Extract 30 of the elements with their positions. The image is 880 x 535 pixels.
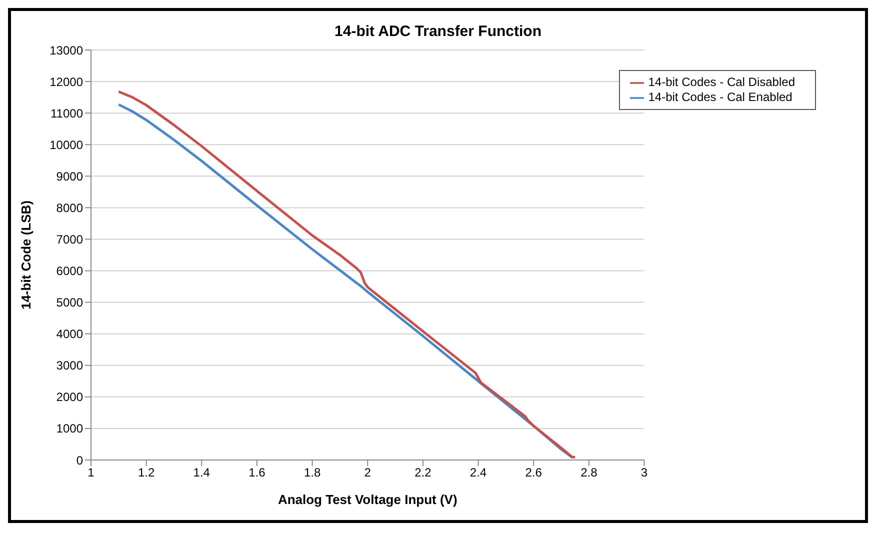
y-tick-label: 10000 (50, 138, 84, 152)
y-tick-label: 3000 (56, 358, 84, 373)
legend-label: 14-bit Codes - Cal Enabled (648, 90, 792, 104)
y-tick-label: 1000 (56, 422, 84, 436)
y-tick-label: 0 (76, 453, 84, 468)
x-tick-label: 2.2 (414, 466, 432, 480)
x-tick-label: 2 (364, 466, 372, 480)
x-tick-label: 2.4 (470, 466, 487, 480)
y-tick-label: 6000 (56, 264, 84, 278)
x-tick-label: 1 (88, 466, 95, 480)
y-tick-label: 11000 (50, 106, 84, 120)
x-tick-label: 1.4 (193, 466, 210, 480)
x-tick-label: 3 (640, 466, 648, 480)
x-tick-label: 1.8 (304, 466, 321, 480)
y-tick-label: 13000 (50, 43, 84, 58)
y-axis-title: 14-bit Code (LSB) (18, 200, 34, 310)
x-tick-label: 2.8 (580, 466, 598, 480)
y-tick-label: 8000 (56, 200, 84, 215)
y-tick-label: 12000 (50, 74, 84, 89)
legend-label: 14-bit Codes - Cal Disabled (648, 75, 795, 89)
x-axis-title: Analog Test Voltage Input (V) (278, 492, 458, 508)
y-tick-label: 7000 (56, 232, 84, 246)
y-tick-label: 5000 (56, 296, 84, 310)
y-tick-label: 9000 (56, 169, 84, 184)
x-tick-label: 2.6 (525, 466, 542, 480)
y-tick-label: 4000 (56, 327, 84, 342)
chart-title: 14-bit ADC Transfer Function (334, 23, 542, 40)
x-tick-label: 1.6 (248, 466, 266, 480)
y-tick-label: 2000 (56, 390, 84, 404)
x-tick-label: 1.2 (138, 466, 155, 480)
